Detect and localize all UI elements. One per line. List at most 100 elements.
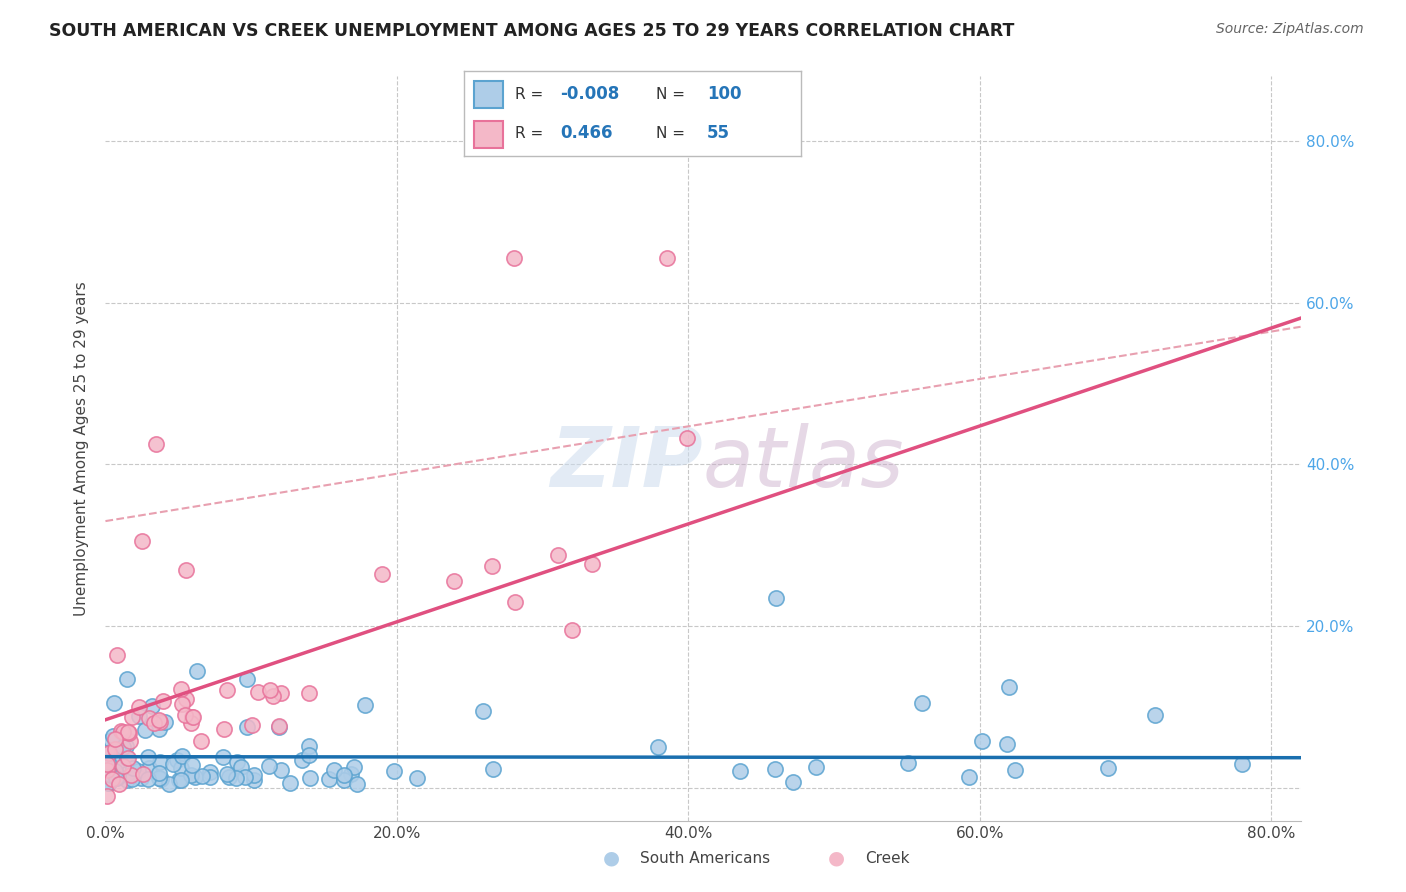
Point (186, 664, 208, 678)
Text: South Americans: South Americans (640, 851, 770, 865)
Point (215, 683, 238, 698)
Point (278, 776, 301, 790)
Text: R =: R = (515, 126, 543, 141)
Point (143, 716, 166, 731)
Point (104, 732, 127, 747)
Point (354, 698, 377, 712)
Point (105, 771, 128, 785)
Point (181, 710, 204, 724)
Point (172, 697, 194, 711)
Point (291, 753, 314, 767)
Point (332, 773, 354, 788)
FancyBboxPatch shape (474, 120, 503, 147)
Point (152, 694, 174, 708)
Point (174, 563, 197, 577)
Point (101, 772, 124, 787)
Point (170, 772, 193, 787)
Point (970, 733, 993, 747)
Point (117, 751, 139, 765)
Point (998, 680, 1021, 694)
Point (148, 766, 170, 780)
Point (765, 763, 787, 777)
Point (97, 775, 120, 789)
Point (236, 720, 259, 734)
Text: Source: ZipAtlas.com: Source: ZipAtlas.com (1216, 22, 1364, 37)
Point (371, 566, 394, 581)
Point (262, 690, 284, 704)
Text: SOUTH AMERICAN VS CREEK UNEMPLOYMENT AMONG AGES 25 TO 29 YEARS CORRELATION CHART: SOUTH AMERICAN VS CREEK UNEMPLOYMENT AMO… (49, 22, 1015, 40)
Point (97, 746, 120, 760)
Point (728, 764, 751, 778)
Point (117, 725, 139, 739)
Point (128, 709, 150, 723)
Point (105, 648, 128, 662)
Text: Creek: Creek (865, 851, 910, 865)
Point (503, 595, 526, 609)
Point (115, 773, 138, 788)
Point (225, 771, 247, 785)
Point (148, 722, 170, 736)
Point (243, 773, 266, 788)
Point (218, 770, 240, 784)
Point (235, 770, 257, 784)
Point (298, 685, 321, 699)
Point (1097, 761, 1119, 775)
Point (655, 251, 678, 265)
Text: ZIP: ZIP (550, 423, 703, 504)
Point (136, 749, 159, 764)
Point (121, 761, 143, 775)
Point (162, 756, 184, 771)
Text: N =: N = (657, 87, 685, 102)
Point (100, 733, 122, 747)
Point (181, 758, 204, 772)
Point (547, 548, 569, 562)
Point (131, 534, 153, 549)
Point (108, 777, 131, 791)
Point (141, 699, 163, 714)
Point (1143, 708, 1166, 723)
Point (148, 771, 170, 785)
Text: 0.466: 0.466 (560, 124, 613, 142)
Text: ●: ● (603, 848, 620, 868)
Point (96, 746, 118, 760)
Point (110, 723, 132, 738)
Point (107, 769, 129, 783)
Point (120, 734, 142, 748)
Point (1232, 756, 1254, 771)
Point (184, 771, 207, 785)
Point (136, 772, 159, 787)
Point (269, 719, 291, 733)
Point (111, 759, 134, 773)
Point (138, 711, 160, 725)
Y-axis label: Unemployment Among Ages 25 to 29 years: Unemployment Among Ages 25 to 29 years (75, 281, 90, 615)
Point (215, 767, 238, 781)
Point (782, 775, 804, 789)
Point (114, 739, 136, 754)
Point (108, 755, 131, 769)
Point (561, 624, 583, 638)
Point (96, 756, 118, 771)
Point (257, 759, 280, 773)
Point (212, 723, 235, 737)
Point (322, 763, 344, 777)
Text: 100: 100 (707, 86, 741, 103)
Point (225, 755, 247, 769)
Point (647, 740, 669, 755)
Point (443, 574, 465, 589)
Text: -0.008: -0.008 (560, 86, 620, 103)
Point (148, 713, 170, 727)
Point (149, 755, 172, 769)
Point (481, 558, 503, 573)
Point (134, 723, 156, 738)
Text: atlas: atlas (703, 423, 904, 504)
Point (117, 726, 139, 740)
Point (105, 734, 128, 748)
Point (121, 772, 143, 786)
Point (267, 720, 290, 734)
Point (229, 760, 252, 774)
Point (145, 437, 167, 451)
Point (343, 760, 366, 774)
Point (247, 685, 270, 699)
Point (270, 685, 292, 699)
Point (111, 739, 134, 754)
